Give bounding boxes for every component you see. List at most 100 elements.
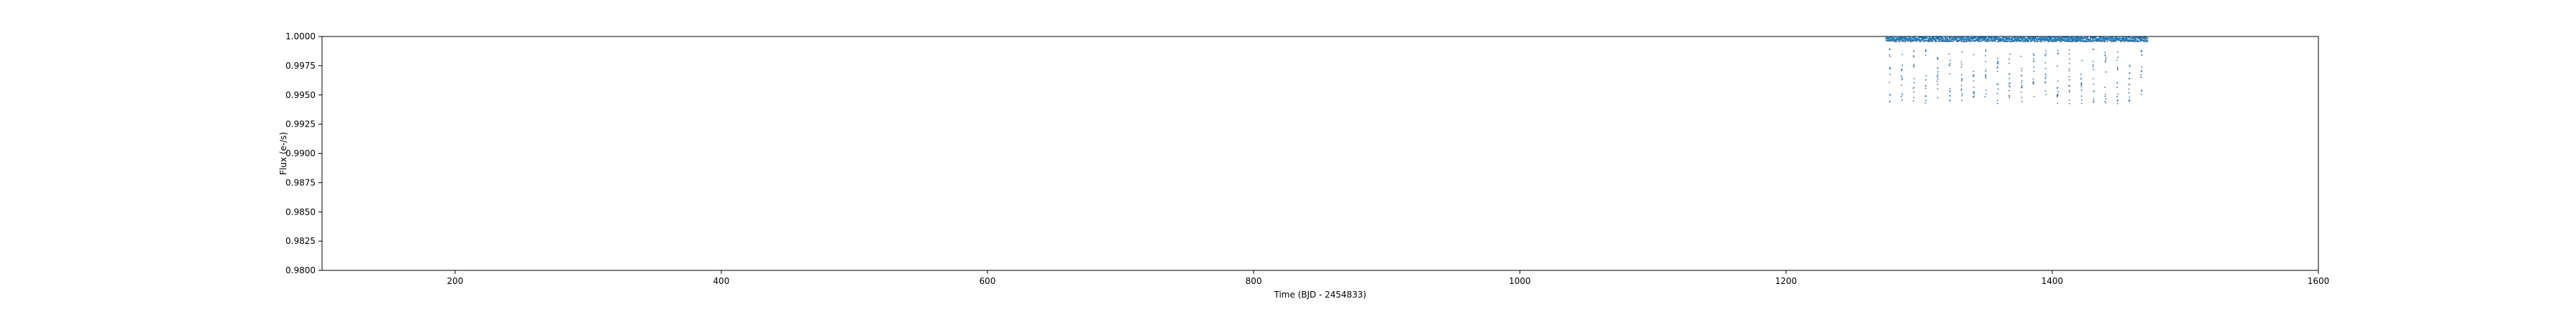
data-point bbox=[1918, 38, 1920, 40]
data-point bbox=[1984, 96, 1986, 98]
data-point bbox=[1972, 91, 1974, 93]
data-point bbox=[2112, 41, 2113, 42]
data-point bbox=[2092, 69, 2094, 70]
data-point bbox=[2117, 67, 2119, 69]
data-point bbox=[1908, 40, 1910, 42]
data-point bbox=[2128, 92, 2130, 94]
data-point bbox=[2081, 102, 2083, 104]
data-point bbox=[1961, 51, 1963, 53]
data-point bbox=[1936, 83, 1938, 85]
data-point bbox=[2021, 79, 2023, 82]
data-point bbox=[2117, 66, 2119, 68]
data-point bbox=[2057, 65, 2059, 67]
data-point bbox=[2138, 41, 2140, 43]
data-point bbox=[2061, 40, 2063, 41]
data-point bbox=[1936, 40, 1937, 42]
data-point bbox=[1961, 89, 1962, 91]
data-point bbox=[1888, 54, 1890, 56]
data-point bbox=[1936, 80, 1938, 82]
data-point bbox=[1978, 41, 1980, 43]
data-point bbox=[1948, 73, 1951, 75]
data-point bbox=[1941, 36, 1943, 39]
data-point bbox=[2106, 39, 2108, 41]
data-point bbox=[2005, 36, 2007, 39]
data-point bbox=[1997, 38, 1999, 40]
data-point bbox=[2021, 86, 2023, 88]
data-point bbox=[2028, 39, 2030, 41]
data-point bbox=[1961, 79, 1963, 81]
data-point bbox=[2057, 52, 2059, 54]
data-point bbox=[2057, 91, 2059, 93]
data-point bbox=[2059, 39, 2062, 41]
data-point bbox=[1936, 58, 1938, 60]
data-point bbox=[1996, 70, 1999, 72]
data-point bbox=[2008, 58, 2010, 60]
data-point bbox=[1963, 40, 1965, 42]
data-point bbox=[2093, 37, 2095, 39]
data-point bbox=[1905, 39, 1907, 41]
data-point bbox=[1905, 41, 1906, 43]
data-point bbox=[1974, 37, 1976, 39]
data-point bbox=[1923, 41, 1925, 43]
x-tick-label: 600 bbox=[980, 276, 996, 286]
data-point bbox=[2080, 74, 2082, 75]
data-point bbox=[1957, 41, 1959, 43]
data-point bbox=[2045, 76, 2047, 78]
data-point bbox=[1984, 76, 1986, 78]
data-point bbox=[1926, 75, 1927, 77]
data-point bbox=[2057, 87, 2059, 89]
data-point bbox=[1901, 99, 1903, 101]
y-tick-label: 0.9925 bbox=[286, 119, 316, 129]
data-point bbox=[2033, 61, 2034, 62]
x-tick-label: 1200 bbox=[1775, 276, 1797, 286]
data-point bbox=[1925, 50, 1927, 52]
data-point bbox=[1889, 67, 1890, 69]
data-point bbox=[1949, 87, 1951, 89]
data-point bbox=[1936, 67, 1938, 69]
data-point bbox=[2107, 40, 2109, 42]
data-point bbox=[2068, 53, 2070, 55]
data-point bbox=[1907, 37, 1909, 39]
data-point bbox=[1996, 102, 1999, 104]
data-point bbox=[1985, 71, 1986, 73]
data-point bbox=[1936, 57, 1938, 59]
data-point bbox=[2093, 98, 2094, 100]
data-point bbox=[2093, 91, 2095, 93]
data-point bbox=[1996, 99, 1999, 102]
data-point bbox=[2068, 70, 2070, 72]
data-point bbox=[1997, 88, 1999, 90]
data-point bbox=[1937, 78, 1939, 80]
data-point bbox=[2092, 49, 2094, 51]
data-point bbox=[2069, 58, 2071, 60]
data-point bbox=[2016, 41, 2018, 42]
data-point bbox=[1999, 37, 2001, 39]
data-point bbox=[1925, 87, 1927, 89]
data-point bbox=[2031, 40, 2033, 42]
data-point bbox=[2104, 93, 2107, 95]
data-point bbox=[2002, 36, 2004, 39]
data-point bbox=[2104, 95, 2106, 97]
data-point bbox=[1961, 74, 1963, 76]
data-point bbox=[1913, 65, 1914, 67]
data-point bbox=[2078, 36, 2079, 39]
data-point bbox=[2054, 36, 2056, 38]
data-point bbox=[2003, 39, 2005, 40]
data-point bbox=[2020, 92, 2022, 93]
data-point bbox=[1994, 36, 1996, 39]
data-point bbox=[2117, 93, 2119, 95]
data-point bbox=[1978, 39, 1980, 40]
data-point bbox=[1980, 40, 1982, 42]
data-point bbox=[2044, 77, 2046, 79]
data-point bbox=[1985, 61, 1986, 62]
data-point bbox=[1985, 69, 1987, 71]
data-point bbox=[2081, 59, 2083, 62]
data-point bbox=[1935, 39, 1937, 41]
data-point bbox=[1985, 50, 1986, 52]
data-point bbox=[2068, 68, 2070, 69]
data-point bbox=[2033, 70, 2035, 72]
data-point bbox=[1961, 88, 1963, 90]
data-point bbox=[2035, 40, 2037, 42]
data-point bbox=[1914, 39, 1916, 41]
data-point bbox=[2009, 62, 2010, 64]
data-point bbox=[1985, 74, 1987, 77]
